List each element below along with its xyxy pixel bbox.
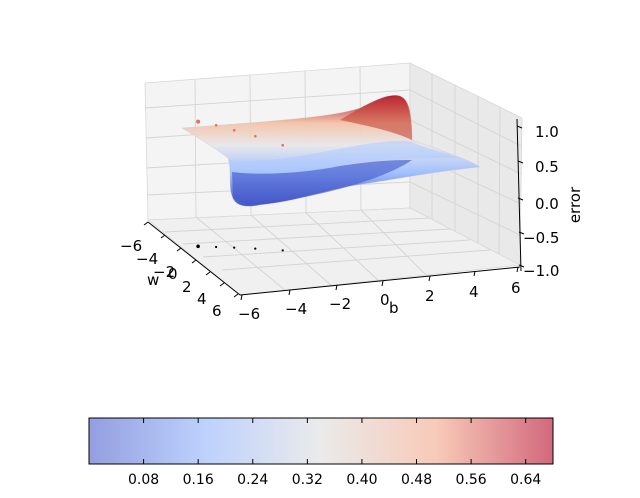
projection-point	[281, 249, 284, 252]
b-axis: −6 −4 −2 0 2 4 6 b	[238, 266, 521, 323]
projection-point	[196, 244, 200, 249]
error-surface	[181, 95, 481, 207]
colorbar-tick-label: 0.64	[510, 472, 541, 488]
z-axis: 1.0 0.5 0.0 −0.5 −1.0 error	[516, 118, 584, 280]
descent-point	[232, 128, 236, 132]
colorbar-tick-label: 0.24	[237, 472, 268, 488]
axes-panes	[144, 62, 523, 296]
z-tick-label: −0.5	[523, 229, 559, 247]
descent-point	[281, 143, 285, 147]
colorbar-ticks: 0.08 0.16 0.24 0.32 0.40 0.48 0.56 0.64	[128, 418, 541, 488]
z-axis-label: error	[566, 186, 584, 223]
b-tick-label: 2	[425, 287, 435, 305]
colorbar-frame	[88, 417, 554, 465]
projection-path-group	[196, 244, 284, 252]
colorbar: 0.08 0.16 0.24 0.32 0.40 0.48 0.56 0.64	[88, 417, 554, 488]
projection-point	[254, 247, 257, 250]
descent-point	[214, 123, 218, 127]
b-tick-label: 0	[380, 291, 390, 309]
colorbar-tick-label: 0.48	[401, 472, 432, 488]
w-axis-label: w	[147, 271, 159, 289]
descent-point	[254, 134, 257, 138]
colorbar-gradient	[89, 418, 553, 464]
descent-point	[196, 119, 201, 124]
surface-light-band	[228, 141, 460, 174]
w-tick-label: 0	[168, 265, 178, 283]
colorbar-tick-label: 0.32	[292, 472, 323, 488]
surface-peak-ridge	[340, 96, 412, 140]
projection-point	[233, 246, 236, 249]
b-tick-label: −6	[238, 305, 260, 323]
descent-path-group	[196, 119, 285, 147]
w-tick-label: 4	[197, 290, 207, 308]
z-tick-label: 1.0	[535, 123, 559, 141]
colorbar-tick-label: 0.40	[346, 472, 377, 488]
b-axis-label: b	[389, 299, 399, 317]
b-tick-label: 4	[469, 283, 479, 301]
b-tick-label: 6	[511, 279, 521, 297]
z-tick-label: −1.0	[523, 262, 559, 280]
w-tick-label: −2	[153, 263, 175, 281]
b-tick-label: −4	[285, 300, 307, 318]
w-axis: −6 −4 −2 0 2 4 6 w	[120, 221, 241, 320]
w-tick-label: 2	[182, 278, 192, 296]
w-tick-label: 6	[212, 302, 222, 320]
z-tick-label: 0.5	[535, 158, 559, 176]
b-tick-label: −2	[329, 295, 351, 313]
surface-trough	[232, 160, 412, 205]
colorbar-tick-label: 0.08	[128, 472, 159, 488]
w-tick-label: −6	[120, 237, 142, 255]
projection-point	[215, 245, 218, 249]
colorbar-tick-label: 0.16	[183, 472, 214, 488]
z-tick-marks	[516, 125, 525, 268]
z-tick-label: 0.0	[535, 195, 559, 213]
colorbar-tick-label: 0.56	[456, 472, 487, 488]
w-tick-label: −4	[136, 250, 158, 268]
